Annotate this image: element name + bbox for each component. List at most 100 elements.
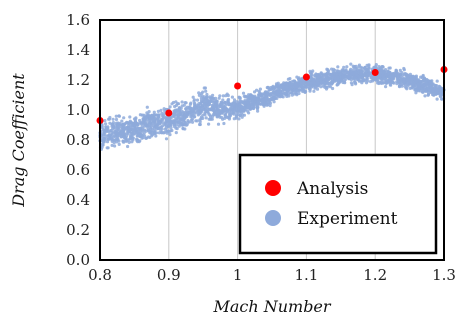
experiment-point [127,140,131,144]
experiment-point [421,74,425,78]
experiment-point [143,121,147,125]
experiment-point [433,84,438,88]
experiment-point [256,109,260,113]
experiment-point [115,126,119,130]
grid [168,20,376,260]
experiment-point [174,117,178,121]
experiment-point [225,110,229,114]
experiment-point [207,112,211,116]
experiment-point [117,142,121,146]
experiment-point [133,120,137,124]
experiment-point [214,101,218,105]
experiment-point [255,107,260,111]
experiment-point [321,73,325,78]
experiment-point [108,129,112,133]
experiment-point [166,129,170,133]
experiment-point [182,117,186,121]
experiment-point [220,111,224,115]
experiment-point [325,78,329,82]
experiment-point [344,77,348,81]
experiment-point [127,124,131,128]
experiment-point [197,91,201,95]
experiment-point [161,117,165,121]
experiment-point [155,117,159,121]
analysis-point [302,73,310,81]
experiment-point [221,104,225,108]
experiment-point [197,112,201,116]
experiment-point [316,78,320,82]
experiment-point [126,126,131,130]
experiment-point [415,87,419,91]
experiment-point [349,67,353,71]
y-tick-label: 0.0 [66,251,90,269]
experiment-point [229,107,233,111]
experiment-point [273,96,277,100]
experiment-point [115,137,119,141]
experiment-point [154,125,159,129]
experiment-point [414,74,418,78]
experiment-point [159,108,163,112]
experiment-point [181,127,185,131]
experiment-point [357,63,361,67]
experiment-point [232,98,237,102]
legend: Analysis Experiment [238,153,438,255]
experiment-point [327,72,331,76]
experiment-point [174,120,178,124]
experiment-point [284,85,288,89]
experiment-point [159,125,163,129]
experiment-point [388,66,392,70]
experiment-point [201,116,205,120]
experiment-point [146,113,150,118]
experiment-point [258,91,262,95]
experiment-point [114,117,119,122]
experiment-point [346,70,350,75]
experiment-point [129,134,134,138]
experiment-point [237,117,241,121]
experiment-point [336,76,340,80]
experiment-point [352,66,356,70]
experiment-point [396,77,400,81]
experiment-point [406,74,411,78]
experiment-point [151,121,155,125]
experiment-point [122,136,126,140]
experiment-point [172,124,176,129]
experiment-point [139,133,143,137]
experiment-point [146,135,151,139]
experiment-point [100,142,104,146]
experiment-point [260,99,264,103]
experiment-point [106,146,110,150]
experiment-point [292,89,296,93]
experiment-point [370,75,374,79]
experiment-point [112,141,116,145]
experiment-point [149,127,153,131]
experiment-point [148,120,152,124]
experiment-point [242,101,246,105]
experiment-point [122,124,126,128]
experiment-point [295,88,299,92]
experiment-point [341,75,345,79]
experiment-point [308,69,312,73]
experiment-point [349,81,353,85]
experiment-point [336,65,340,69]
experiment-point [435,79,439,83]
x-tick-label: 0.8 [88,266,112,284]
experiment-point [220,101,225,105]
experiment-point [308,87,312,91]
experiment-point [300,88,304,92]
experiment-point [111,127,115,131]
experiment-point [330,82,334,86]
experiment-point [359,65,363,69]
experiment-point [128,137,132,141]
experiment-point [241,113,245,117]
experiment-point [388,78,392,82]
experiment-point [285,94,289,98]
experiment-point [138,127,142,131]
experiment-point [353,75,357,79]
x-tick-label: 0.9 [157,266,181,284]
experiment-point [238,97,242,101]
experiment-point [182,103,186,107]
experiment-point [195,119,199,123]
experiment-point [379,77,383,81]
experiment-point [363,67,367,71]
experiment-point [168,105,172,109]
